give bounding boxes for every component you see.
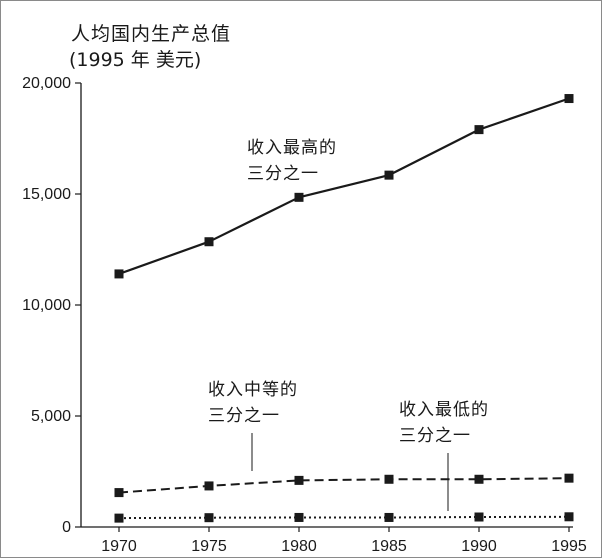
series-label-bottom: 三分之一 [399, 426, 471, 446]
data-point-middle [474, 474, 484, 484]
data-point-middle [564, 473, 574, 483]
y-axis-unit: (1995 年 美元) [69, 49, 202, 71]
data-point-middle [204, 481, 214, 491]
data-point-bottom [474, 512, 484, 522]
x-tick-label: 1990 [461, 538, 497, 555]
x-tick-label: 1980 [281, 538, 317, 555]
series-label-top: 三分之一 [247, 164, 319, 184]
x-tick-label: 1970 [101, 538, 137, 555]
data-point-top [294, 192, 304, 202]
markers [114, 94, 574, 523]
data-point-top [204, 237, 214, 247]
series-label-middle: 三分之一 [208, 406, 280, 426]
y-tick-label: 10,000 [22, 297, 71, 314]
y-tick-label: 15,000 [22, 186, 71, 203]
series-label-top: 收入最高的 [247, 138, 337, 158]
data-point-top [114, 269, 124, 279]
y-tick-label: 5,000 [31, 408, 71, 425]
series-label-middle: 收入中等的 [208, 380, 298, 400]
data-point-bottom [114, 513, 124, 523]
x-tick-label: 1995 [551, 538, 587, 555]
data-point-top [474, 125, 484, 135]
chart-title: 人均国内生产总值 [71, 23, 232, 45]
ticks: 0 5,000 10,000 15,000 20,000 1970 1975 1980 1985… [22, 75, 587, 555]
x-tick-label: 1985 [371, 538, 407, 555]
data-point-bottom [564, 512, 574, 522]
data-point-middle [294, 475, 304, 485]
data-point-bottom [384, 512, 394, 522]
data-point-top [384, 170, 394, 180]
data-point-top [564, 94, 574, 104]
series-line-top [118, 97, 570, 275]
data-point-middle [114, 488, 124, 498]
data-point-bottom [204, 513, 214, 523]
series-label-bottom: 收入最低的 [399, 400, 489, 420]
series-line-middle [118, 477, 570, 494]
y-tick-label: 0 [62, 519, 71, 536]
x-tick-label: 1975 [191, 538, 227, 555]
series-lines [118, 97, 570, 520]
series-line-bottom [118, 515, 570, 520]
data-point-middle [384, 474, 394, 484]
data-point-bottom [294, 512, 304, 522]
y-tick-label: 20,000 [22, 75, 71, 92]
